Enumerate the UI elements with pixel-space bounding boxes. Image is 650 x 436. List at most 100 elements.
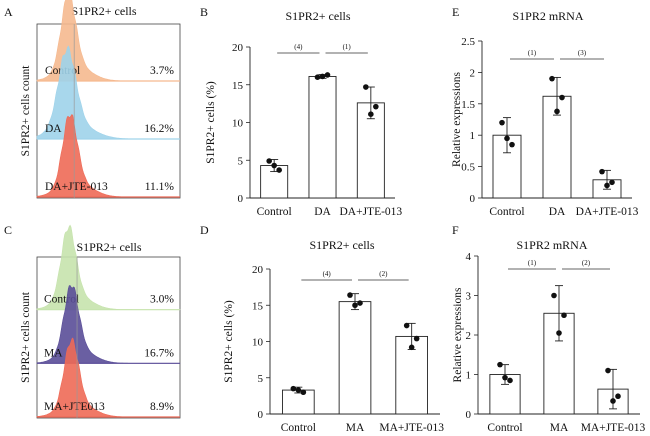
data-point [357,300,363,306]
x-tick-label: DA [549,206,566,218]
panel-b: B S1PR2+ cells 0 5 10 15 20 S1PR2+ cells (%) C… [200,5,402,218]
data-point [300,389,307,396]
x-tick-label: MA [346,422,365,434]
y-axis-label: S1PR2+ cells count [20,65,32,157]
data-point [549,75,555,82]
significance-label: (4) [294,43,303,51]
bar [308,75,337,199]
panel-e-letter: E [452,5,459,19]
y-tick-label: 0 [238,193,244,205]
x-tick-label: DA [314,206,331,218]
data-point [373,103,379,110]
x-tick-label: MA+JTE-013 [379,422,444,434]
data-point [554,108,560,115]
panel-b-title: S1PR2+ cells [285,9,350,23]
positive-percentage: 16.7% [144,347,174,359]
histogram-frame [36,256,181,419]
sample-label: DA [45,123,62,135]
data-point [271,162,277,169]
panel-e: E S1PR2 mRNA 0 0.5 1 1.5 2 2.5 Relative expres… [451,5,639,218]
y-axis-label: Relative expressions [452,287,464,382]
y-tick-label: 5 [258,373,264,385]
panel-d-bar-chart: 0 5 10 15 20 S1PR2+ cells (%) Control MA MA+JTE-… [223,264,444,434]
bar [338,301,372,415]
x-tick-label: Control [489,206,524,218]
panel-a-letter: A [4,5,13,19]
significance-label: (3) [578,49,587,57]
y-tick-label: 0 [466,409,472,421]
data-point [276,167,282,173]
significance-label: (1) [528,49,537,57]
sample-label: MA+JTE013 [44,401,105,413]
data-point [504,135,510,142]
panel-c-title: S1PR2+ cells [76,240,141,254]
data-point [499,119,505,126]
x-tick-label: DA+JTE-013 [339,206,402,218]
panel-f-bar-chart: 0 1 2 3 4 Relative expressions Control MA MA+JTE… [452,251,646,434]
significance-label: (1) [343,43,352,51]
y-tick-label: 20 [232,42,244,54]
y-tick-label: 1 [470,130,476,142]
data-point [403,322,410,329]
y-axis-label: Relative expressions [451,72,463,167]
y-tick-label: 0 [470,193,476,205]
y-tick-label: 2 [470,67,476,79]
data-point [502,374,508,381]
data-point [314,74,321,80]
panel-a-title: S1PR2+ cells [71,4,136,18]
data-point [509,141,515,148]
panel-f-letter: F [452,223,459,237]
data-point [604,182,610,189]
x-tick-label: DA+JTE-013 [576,206,639,218]
data-point [295,387,302,393]
y-axis-label: S1PR2+ cells count [20,291,32,383]
y-axis-label: S1PR2+ cells (%) [223,300,235,383]
data-point [352,302,358,309]
data-point [609,179,615,186]
x-tick-label: Control [257,206,292,218]
panel-c-letter: C [4,223,12,237]
y-tick-label: 15 [232,80,244,92]
positive-percentage: 3.7% [150,65,174,77]
data-point [266,158,272,164]
significance-label: (2) [582,259,591,267]
panel-a: A S1PR2+ cells Control3.7%DA16.2%DA+JTE-… [4,0,181,199]
bar [542,95,572,199]
panel-e-bar-chart: 0 0.5 1 1.5 2 2.5 Relative expressions Control D… [451,36,639,218]
y-tick-label: 2.5 [461,36,475,48]
panel-b-bar-chart: 0 5 10 15 20 S1PR2+ cells (%) Control DA DA+JTE-… [205,42,402,218]
data-point [556,330,562,336]
panel-d-letter: D [200,223,209,237]
x-tick-label: Control [281,422,316,434]
data-point [324,72,331,78]
x-tick-label: MA+JTE-013 [581,422,646,434]
data-point [507,377,513,384]
panel-a-histograms: Control3.7%DA16.2%DA+JTE-01311.1%S1PR2+ … [20,0,181,199]
sample-label: MA [44,347,63,359]
data-point [605,367,611,374]
x-tick-label: MA [550,422,569,434]
y-tick-label: 5 [238,155,244,167]
x-tick-label: Control [487,422,522,434]
positive-percentage: 11.1% [145,181,175,193]
data-point [559,94,565,101]
y-tick-label: 0 [258,409,264,421]
panel-c: C S1PR2+ cells Control 3.0%MA 16.7%MA+JTE0… [4,223,181,419]
significance-label: (1) [528,259,537,267]
panel-f-title: S1PR2 mRNA [516,238,587,252]
data-point [363,84,369,90]
positive-percentage: 16.2% [144,123,174,135]
data-point [599,168,605,175]
histogram-frame [36,23,181,199]
data-point [347,292,353,298]
panel-c-histograms: Control 3.0%MA 16.7%MA+JTE013 8.9%S1PR2+ ce… [20,224,181,419]
data-point [561,312,567,319]
panel-d-title: S1PR2+ cells [309,238,374,252]
y-tick-label: 3 [466,291,472,303]
data-point [551,292,557,299]
significance-label: (2) [379,270,388,278]
data-point [497,361,503,368]
data-point [610,398,616,404]
positive-percentage: 3.0% [150,294,174,306]
